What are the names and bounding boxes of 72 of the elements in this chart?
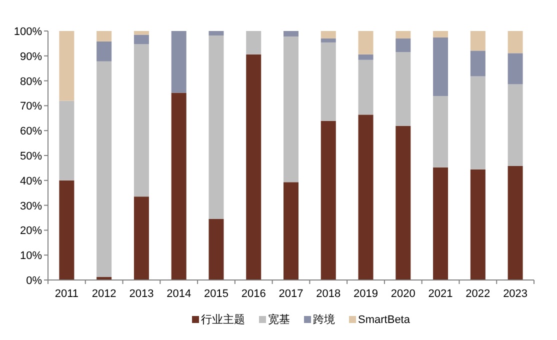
bar (134, 31, 149, 35)
x-tick-label: 2014 (166, 288, 192, 300)
bar (208, 218, 224, 280)
bar (433, 37, 448, 96)
bar (433, 96, 448, 168)
bar (284, 31, 298, 36)
bar (358, 114, 374, 280)
bar (134, 34, 149, 44)
x-tick-label: 2013 (129, 288, 154, 300)
y-tick-label: 30% (20, 200, 42, 212)
bar (284, 182, 298, 280)
bar (320, 120, 336, 280)
legend-label: 宽基 (268, 313, 290, 326)
bar (59, 100, 74, 180)
bar (134, 196, 149, 280)
bar (96, 41, 112, 62)
bar (508, 31, 523, 54)
y-tick-label: 50% (20, 150, 42, 162)
y-tick-label: 80% (20, 76, 42, 88)
bar (246, 31, 262, 54)
bar (508, 84, 523, 166)
bar (396, 31, 411, 38)
bar (470, 50, 486, 76)
bar (508, 53, 523, 84)
bar (396, 126, 411, 280)
legend-label: 跨境 (313, 313, 336, 326)
x-tick-label: 2011 (54, 288, 79, 300)
bar (433, 31, 448, 38)
bar (470, 169, 486, 280)
bar (59, 180, 74, 280)
bar (246, 54, 262, 280)
bar (171, 92, 186, 280)
bar (208, 31, 224, 36)
bar (358, 54, 374, 60)
bar (396, 38, 411, 52)
x-tick-label: 2017 (278, 288, 304, 300)
y-tick-label: 90% (20, 50, 42, 63)
x-tick-label: 2020 (390, 288, 416, 300)
y-tick-label: 60% (20, 126, 42, 138)
bar (433, 167, 448, 280)
x-tick-label: 2021 (428, 288, 453, 300)
legend-label: SmartBeta (358, 314, 411, 326)
legend-label: 行业主题 (201, 313, 246, 326)
bar (171, 31, 186, 93)
x-tick-label: 2019 (354, 288, 378, 300)
bar (358, 60, 374, 115)
bar (134, 44, 149, 197)
bar (208, 35, 224, 219)
x-tick-label: 2016 (241, 288, 266, 300)
bar (508, 166, 523, 280)
bar (284, 36, 298, 182)
x-tick-label: 2018 (316, 288, 341, 300)
bar (470, 31, 486, 51)
bar (470, 76, 486, 170)
bar (96, 31, 112, 42)
bar (96, 61, 112, 278)
bar (396, 52, 411, 126)
y-tick-label: 0% (26, 275, 42, 287)
y-tick-label: 40% (20, 175, 42, 188)
bar (320, 38, 336, 42)
y-tick-label: 70% (20, 100, 42, 113)
x-tick-label: 2012 (92, 288, 116, 300)
y-tick-label: 10% (20, 250, 42, 262)
y-tick-label: 100% (14, 26, 42, 38)
x-tick-label: 2023 (503, 288, 528, 300)
bar (59, 31, 74, 101)
bar (320, 42, 336, 121)
bar (358, 31, 374, 54)
y-tick-label: 20% (20, 225, 42, 238)
bar (320, 31, 336, 38)
x-tick-label: 2022 (466, 288, 490, 300)
x-tick-label: 2015 (204, 288, 228, 300)
